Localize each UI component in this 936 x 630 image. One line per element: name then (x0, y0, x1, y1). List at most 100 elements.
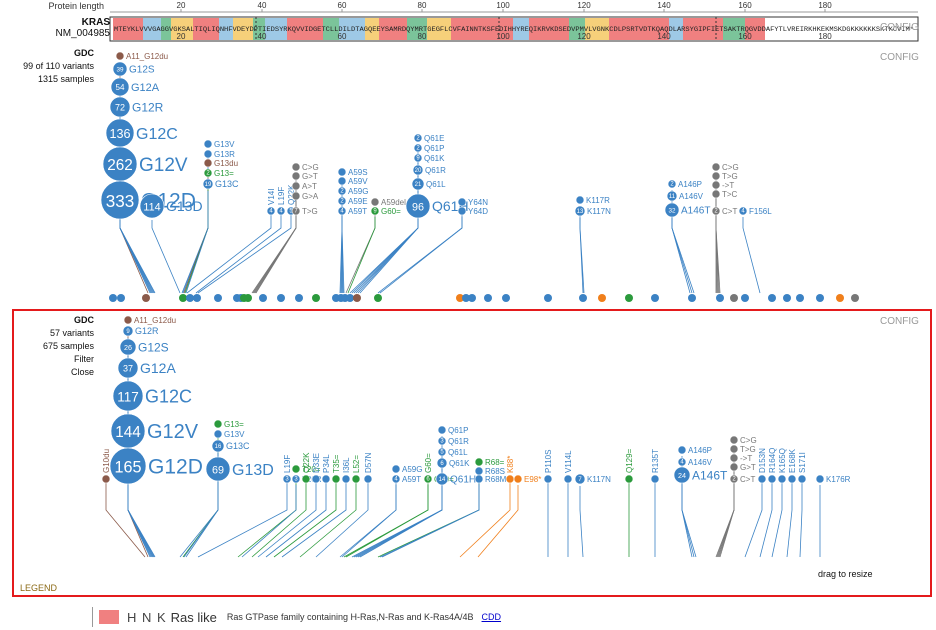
top-position-dot[interactable] (484, 294, 492, 302)
top-mutation-circle[interactable] (575, 195, 585, 205)
bottom-mutation-label[interactable]: D33E (312, 453, 321, 473)
top-position-dot[interactable] (544, 294, 552, 302)
top-mutation-circle[interactable] (139, 193, 165, 219)
top-position-dot[interactable] (688, 294, 696, 302)
bottom-mutation-circle[interactable] (101, 474, 111, 484)
top-mutation-label[interactable]: C>G (722, 163, 739, 172)
top-mutation-label[interactable]: A59S (348, 168, 368, 177)
bottom-mutation-label[interactable]: G12V (147, 421, 199, 443)
top-position-dot[interactable] (353, 294, 361, 302)
top-mutation-circle[interactable] (276, 206, 286, 216)
bottom-mutation-label[interactable]: Q129= (625, 448, 634, 473)
bottom-mutation-circle[interactable] (423, 474, 433, 484)
top-position-dot[interactable] (741, 294, 749, 302)
bottom-mutation-circle[interactable] (351, 474, 361, 484)
top-position-dot[interactable] (346, 294, 354, 302)
top-position-dot[interactable] (730, 294, 738, 302)
bottom-mutation-circle[interactable] (474, 466, 484, 476)
bottom-mutation-label[interactable]: T20= (302, 465, 321, 474)
top-mutation-label[interactable]: C>G (302, 163, 319, 172)
top-mutation-label[interactable]: G>T (302, 172, 318, 181)
top-mutation-label[interactable]: K117N (587, 207, 611, 216)
top-position-dot[interactable] (579, 294, 587, 302)
bottom-mutation-circle[interactable] (815, 474, 825, 484)
top-mutation-label[interactable]: G13= (214, 169, 234, 178)
bottom-mutation-circle[interactable] (563, 474, 573, 484)
top-position-dot[interactable] (836, 294, 844, 302)
bottom-mutation-label[interactable]: G60= (424, 453, 433, 473)
top-mutation-circle[interactable] (291, 191, 301, 201)
top-position-dot[interactable] (502, 294, 510, 302)
bottom-mutation-circle[interactable] (650, 474, 660, 484)
bottom-mutation-circle[interactable] (729, 435, 739, 445)
bottom-mutation-label[interactable]: A146T (692, 468, 728, 482)
top-mutation-label[interactable]: C>T (722, 207, 737, 216)
top-mutation-label[interactable]: T>C (722, 190, 738, 199)
top-mutation-circle[interactable] (203, 168, 213, 178)
bottom-mutation-circle[interactable] (474, 474, 484, 484)
bottom-mutation-label[interactable]: Q61R (448, 437, 469, 446)
top-mutation-circle[interactable] (667, 179, 677, 189)
bottom-mutation-circle[interactable] (311, 474, 321, 484)
top-position-dot[interactable] (117, 294, 125, 302)
top-position-dot[interactable] (468, 294, 476, 302)
bottom-mutation-circle[interactable] (437, 447, 447, 457)
bottom-mutation-circle[interactable] (729, 462, 739, 472)
top-mutation-label[interactable]: Y64D (468, 207, 488, 216)
top-mutation-label[interactable]: A59T (348, 207, 367, 216)
bottom-mutation-label[interactable]: D153N (758, 448, 767, 473)
top-position-dot[interactable] (277, 294, 285, 302)
bottom-mutation-label[interactable]: S171I (798, 452, 807, 473)
bottom-mutation-circle[interactable] (677, 445, 687, 455)
top-mutation-label[interactable]: G60= (381, 207, 401, 216)
top-mutation-circle[interactable] (711, 189, 721, 199)
top-mutation-circle[interactable] (337, 196, 347, 206)
top-mutation-label[interactable]: Q61E (424, 134, 444, 143)
top-position-dot[interactable] (244, 294, 252, 302)
top-mutation-circle[interactable] (457, 206, 467, 216)
bottom-mutation-label[interactable]: T>G (740, 445, 756, 454)
top-mutation-circle[interactable] (112, 61, 128, 77)
top-mutation-label[interactable]: G13du (214, 159, 238, 168)
top-mutation-circle[interactable] (291, 162, 301, 172)
top-mutation-circle[interactable] (405, 193, 431, 219)
top-mutation-label[interactable]: A146P (678, 180, 702, 189)
bottom-mutation-circle[interactable] (291, 474, 301, 484)
top-mutation-circle[interactable] (666, 190, 678, 202)
bottom-mutation-circle[interactable] (777, 474, 787, 484)
bottom-mutation-label[interactable]: A146P (688, 446, 712, 455)
top-mutation-circle[interactable] (738, 206, 748, 216)
top-mutation-circle[interactable] (711, 162, 721, 172)
top-mutation-label[interactable]: G12C (136, 126, 178, 143)
bottom-mutation-circle[interactable] (291, 464, 301, 474)
bottom-mutation-label[interactable]: L52= (352, 455, 361, 473)
bottom-mutation-label[interactable]: A59T (402, 475, 421, 484)
top-mutation-circle[interactable] (110, 77, 130, 97)
top-mutation-label[interactable]: G12V (139, 155, 188, 176)
top-mutation-label[interactable]: L19F (277, 187, 286, 205)
bottom-mutation-circle[interactable] (787, 474, 797, 484)
top-mutation-circle[interactable] (664, 202, 680, 218)
filter-button[interactable]: Filter (74, 354, 94, 364)
bottom-mutation-label[interactable]: T35= (332, 454, 341, 473)
top-mutation-circle[interactable] (413, 143, 423, 153)
top-mutation-label[interactable]: F156L (749, 207, 772, 216)
bottom-mutation-label[interactable]: K176R (826, 475, 851, 484)
top-position-dot[interactable] (598, 294, 606, 302)
bottom-mutation-circle[interactable] (474, 457, 484, 467)
top-mutation-circle[interactable] (266, 206, 276, 216)
top-mutation-label[interactable]: G13C (215, 179, 239, 189)
top-position-dot[interactable] (312, 294, 320, 302)
config-button-top[interactable]: CONFIG (880, 52, 919, 63)
bottom-mutation-circle[interactable] (797, 474, 807, 484)
bottom-mutation-circle[interactable] (437, 436, 447, 446)
bottom-mutation-circle[interactable] (757, 474, 767, 484)
bottom-mutation-label[interactable]: R68M (485, 475, 507, 484)
resize-handle[interactable]: drag to resize (818, 569, 873, 579)
top-mutation-circle[interactable] (203, 149, 213, 159)
top-mutation-circle[interactable] (109, 96, 131, 118)
bottom-mutation-label[interactable]: E98* (524, 475, 541, 484)
bottom-mutation-label[interactable]: C>T (740, 475, 755, 484)
close-button[interactable]: Close (70, 367, 94, 377)
top-mutation-label[interactable]: T>G (302, 207, 318, 216)
